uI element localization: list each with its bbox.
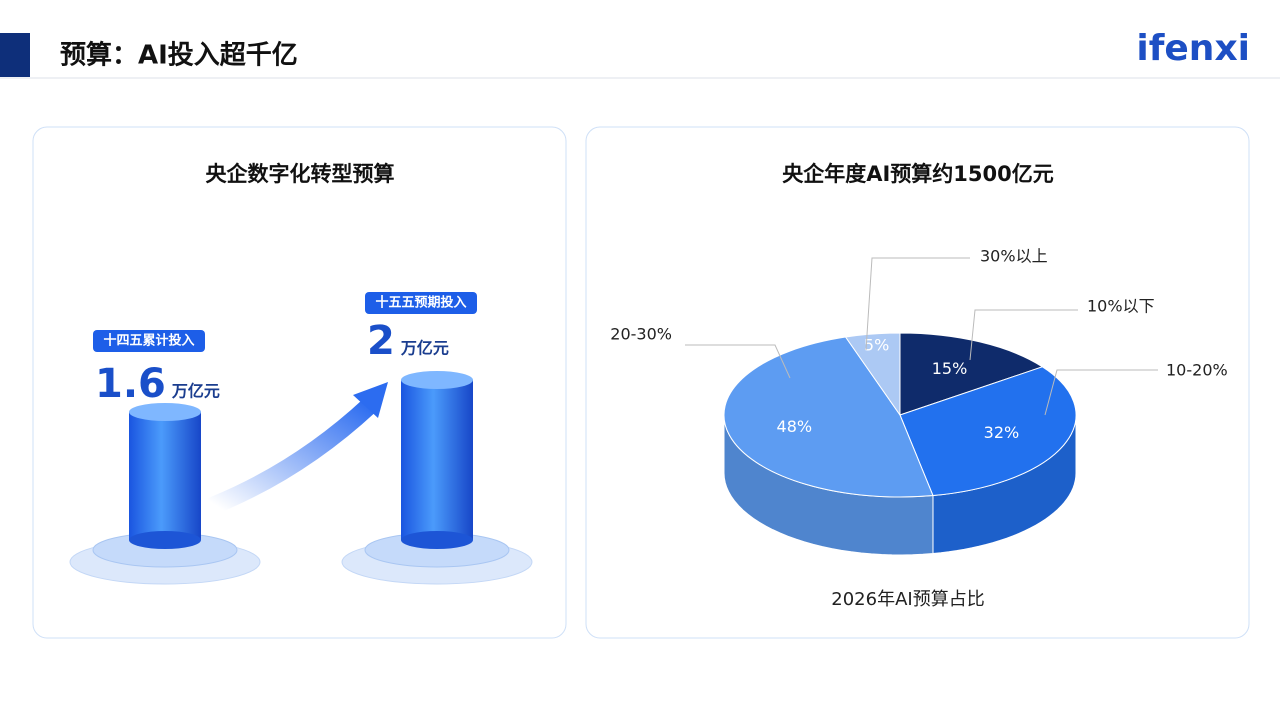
- arrow-head: [353, 382, 388, 418]
- slice-label: 15%: [932, 359, 968, 378]
- logo: ifenxi: [1136, 28, 1250, 69]
- category-label: 10%以下: [1087, 297, 1155, 316]
- slice: [844, 332, 901, 417]
- value: 2: [367, 318, 395, 364]
- slice: [899, 366, 1077, 497]
- leader-line: [865, 257, 970, 351]
- cylinder-top: [401, 371, 473, 389]
- cylinder-base: [129, 531, 201, 549]
- slice-label: 48%: [777, 417, 813, 436]
- slice: [723, 336, 934, 498]
- chart-caption: 2026年AI预算占比: [831, 589, 984, 610]
- header-title: 预算：AI投入超千亿: [60, 40, 298, 71]
- header-block: [0, 33, 30, 77]
- tag-label: 十五五预期投入: [375, 295, 466, 311]
- leader-line: [685, 344, 791, 379]
- leader-line: [1044, 369, 1158, 416]
- category-label: 30%以上: [980, 247, 1048, 266]
- chart-title: 央企年度AI预算约1500亿元: [782, 162, 1054, 186]
- tag-pill: [365, 292, 477, 314]
- category-label: 20-30%: [610, 325, 672, 344]
- slice: [899, 332, 1044, 416]
- category-label: 10-20%: [1166, 361, 1228, 380]
- cylinder: [401, 380, 473, 540]
- cylinder-base: [401, 531, 473, 549]
- tag-label: 十四五累计投入: [103, 333, 194, 349]
- value-unit: 万亿元: [400, 339, 449, 358]
- left-title: 央企数字化转型预算: [206, 162, 395, 186]
- cylinder-top: [129, 403, 201, 421]
- value: 1.6: [95, 361, 166, 407]
- slice-label: 32%: [984, 423, 1020, 442]
- tag-pill: [93, 330, 205, 352]
- slice-label: 5%: [864, 336, 889, 355]
- arrow: [206, 396, 379, 514]
- value-unit: 万亿元: [171, 382, 220, 401]
- leader-line: [969, 309, 1078, 361]
- cylinder: [129, 412, 201, 540]
